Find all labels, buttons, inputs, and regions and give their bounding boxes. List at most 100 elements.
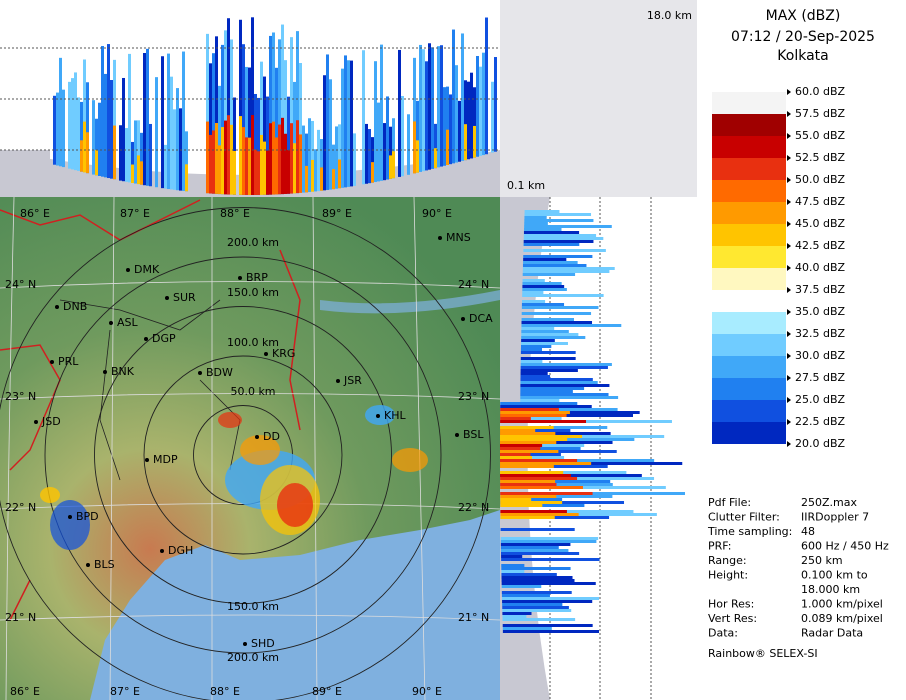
echo-column <box>254 93 257 195</box>
echo-column <box>125 128 128 182</box>
city-dot <box>336 379 340 383</box>
echo-column <box>53 95 56 165</box>
legend-swatch <box>712 268 786 290</box>
legend-tick <box>787 221 791 227</box>
echo-row <box>523 237 604 240</box>
echo-row <box>520 396 619 399</box>
echo-core <box>305 165 308 193</box>
echo-column <box>230 39 233 195</box>
echo-core <box>332 169 335 190</box>
echo-row <box>520 351 576 354</box>
legend-label: 30.0 dBZ <box>795 349 846 362</box>
echo-row <box>501 576 573 579</box>
echo-column <box>182 51 185 191</box>
city-label: BPD <box>76 510 99 523</box>
echo-column <box>470 72 473 159</box>
echo-core <box>206 121 209 194</box>
echo-column <box>227 18 230 195</box>
city-dot <box>68 515 72 519</box>
echo-column <box>212 53 215 194</box>
echo-column <box>479 66 482 156</box>
profile-top-label: 18.0 km <box>647 9 692 22</box>
echo-column <box>251 17 254 195</box>
echo-core <box>500 426 554 429</box>
echo-column <box>332 144 335 190</box>
legend-swatch <box>712 378 786 400</box>
echo-row <box>502 600 593 603</box>
city-label: DGP <box>152 332 176 345</box>
legend-label: 42.5 dBZ <box>795 239 846 252</box>
echo-column <box>119 125 122 181</box>
echo-core <box>500 456 533 459</box>
legend-swatch <box>712 158 786 180</box>
city-label: ASL <box>117 316 139 329</box>
echo-column <box>320 139 323 191</box>
legend-label: 32.5 dBZ <box>795 327 846 340</box>
city-label: JSR <box>343 374 362 387</box>
city-label: DD <box>263 430 280 443</box>
echo-core <box>464 124 467 161</box>
legend-label: 25.0 dBZ <box>795 393 846 406</box>
legend-tick <box>787 441 791 447</box>
legend-tick <box>787 287 791 293</box>
echo-row <box>521 306 599 309</box>
echo-row <box>501 594 550 597</box>
lat-label: 21° N <box>5 611 36 624</box>
echo-column <box>278 39 281 195</box>
city-label: DNB <box>63 300 87 313</box>
echo-column <box>350 60 353 187</box>
ring-label: 100.0 km <box>227 336 279 349</box>
echo-core <box>209 134 212 194</box>
echo-core <box>434 148 437 169</box>
legend-swatch <box>712 224 786 246</box>
lon-label: 90° E <box>412 685 442 698</box>
echo-row <box>523 258 567 261</box>
echo-column <box>446 86 449 165</box>
echo-column <box>377 102 380 182</box>
echo-core <box>95 149 98 176</box>
echo-column <box>287 96 290 194</box>
echo-row <box>522 294 604 297</box>
lon-label: 87° E <box>120 207 150 220</box>
echo-row <box>502 603 563 606</box>
echo-core <box>320 167 323 191</box>
echo-core <box>413 121 416 174</box>
echo-row <box>520 378 593 381</box>
legend-label: 37.5 dBZ <box>795 283 846 296</box>
echo-column <box>392 118 395 179</box>
echo-core <box>299 134 302 193</box>
info-key: Height: <box>708 569 748 582</box>
corner-panel <box>500 0 697 197</box>
lat-label: 22° N <box>458 501 489 514</box>
lat-label: 23° N <box>5 390 36 403</box>
city-label: BSL <box>463 428 484 441</box>
info-key: Range: <box>708 554 747 567</box>
echo-row <box>520 348 543 351</box>
echo-row <box>522 267 615 270</box>
echo-core <box>296 120 299 194</box>
echo-column <box>98 102 101 176</box>
echo-core <box>227 115 230 195</box>
city-label: MDP <box>153 453 178 466</box>
echo-row <box>501 591 572 594</box>
echo-row <box>524 225 612 228</box>
echo-core <box>500 453 531 456</box>
echo-core <box>500 420 587 423</box>
echo-column <box>371 137 374 183</box>
city-label: SHD <box>251 637 275 650</box>
echo-column <box>302 125 305 193</box>
echo-column <box>68 81 71 169</box>
info-value: 600 Hz / 450 Hz <box>801 540 889 553</box>
legend-tick <box>787 111 791 117</box>
echo-column <box>146 48 149 186</box>
echo-row <box>501 570 525 573</box>
echo-core <box>500 474 571 477</box>
echo-core <box>290 123 293 194</box>
echo-column <box>155 77 158 188</box>
info-value: 0.089 km/pixel <box>801 612 883 625</box>
echo-column <box>113 59 116 180</box>
echo-column <box>248 67 251 195</box>
echo-row <box>501 567 571 570</box>
echo-column <box>275 67 278 195</box>
echo-column <box>179 108 182 191</box>
